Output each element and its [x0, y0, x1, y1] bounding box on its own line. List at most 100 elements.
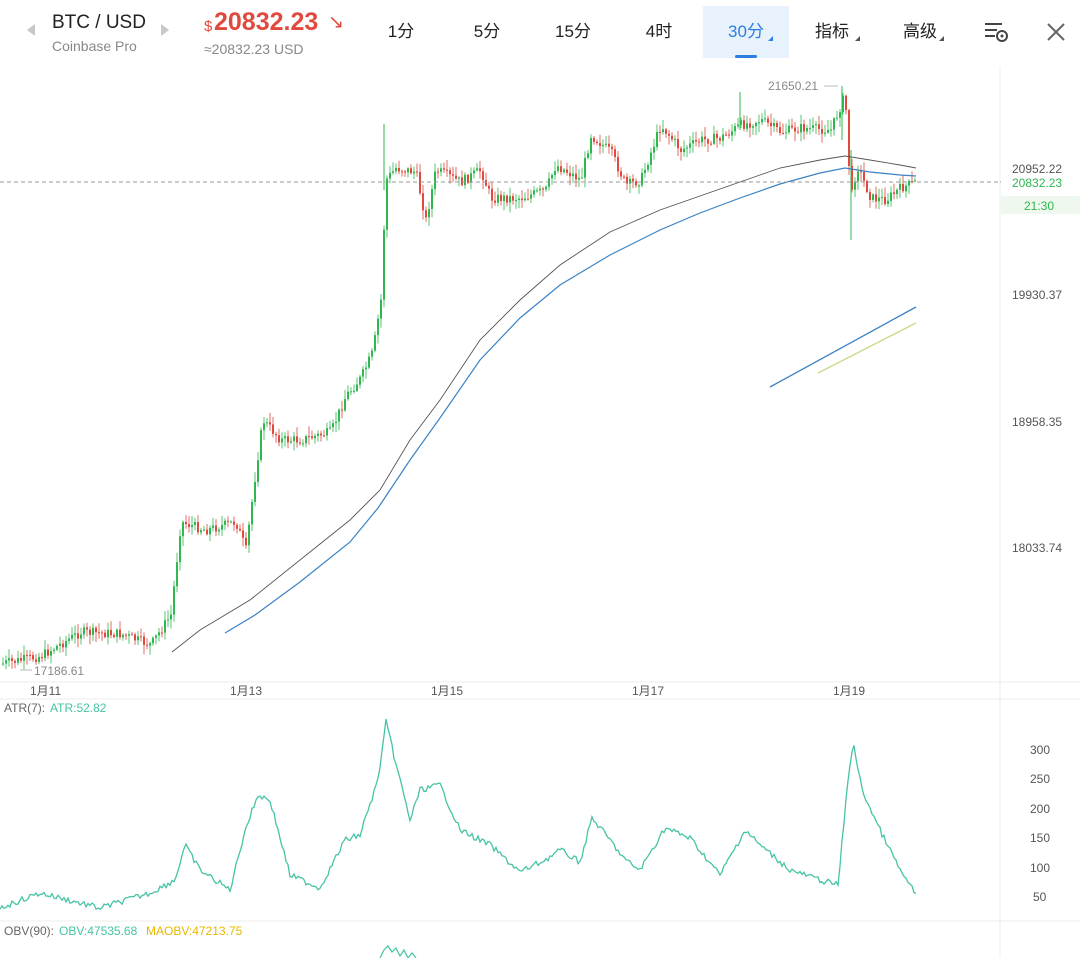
candle-body [524, 198, 526, 201]
tab-30min[interactable]: 30分 [703, 6, 789, 58]
candle-body [509, 196, 511, 203]
candle-body [347, 391, 349, 400]
time-axis-label: 1月17 [632, 684, 664, 698]
price-chart[interactable]: 20952.22 20832.23 21:30 19930.37 18958.3… [0, 66, 1080, 958]
candle-body [632, 178, 634, 182]
candle-body [719, 138, 721, 141]
candle-body [221, 524, 223, 530]
candle-body [533, 190, 535, 195]
candle-body [620, 171, 622, 177]
candle-body [707, 139, 709, 144]
candle-body [287, 436, 289, 443]
atr-value: ATR:52.82 [50, 701, 107, 715]
candle-body [5, 660, 7, 664]
candle-body [854, 181, 856, 190]
candle-body [566, 169, 568, 173]
candle-body [335, 421, 337, 424]
candle-body [497, 194, 499, 203]
candle-body [668, 133, 670, 136]
candle-body [86, 627, 88, 630]
candle-body [470, 173, 472, 183]
candle-body [377, 318, 379, 336]
candle-body [38, 656, 40, 662]
tab-indicators[interactable]: 指标 [800, 6, 864, 58]
candle-body [251, 501, 253, 525]
candle-body [734, 126, 736, 132]
candle-body [155, 635, 157, 638]
candle-body [515, 200, 517, 201]
candle-body [122, 634, 124, 638]
candlestick-series [2, 86, 916, 671]
close-icon[interactable] [1046, 22, 1066, 42]
candle-body [56, 645, 58, 650]
time-axis-label: 1月15 [431, 684, 463, 698]
candle-body [887, 200, 889, 204]
tab-1min[interactable]: 1分 [372, 6, 430, 58]
candle-body [410, 168, 412, 174]
candle-body [53, 649, 55, 651]
price-axis-label: 18033.74 [1012, 541, 1062, 555]
candle-body [755, 123, 757, 127]
previous-pair-icon[interactable] [27, 24, 35, 36]
candle-body [701, 136, 703, 143]
candle-body [458, 177, 460, 179]
candle-body [59, 643, 61, 646]
atr-line [0, 718, 917, 910]
next-pair-icon[interactable] [161, 24, 169, 36]
candle-body [359, 376, 361, 385]
candle-body [305, 436, 307, 444]
candle-body [653, 146, 655, 153]
candle-body [695, 140, 697, 142]
candle-body [503, 195, 505, 201]
candle-body [662, 129, 664, 133]
candle-body [11, 658, 13, 661]
candle-body [848, 110, 850, 166]
pair-title[interactable]: BTC / USD [52, 12, 146, 33]
candle-body [488, 185, 490, 189]
candle-body [884, 197, 886, 205]
tab-15min[interactable]: 15分 [544, 6, 602, 58]
candle-body [836, 117, 838, 119]
candle-body [710, 143, 712, 145]
candle-body [26, 654, 28, 656]
candle-body [260, 430, 262, 461]
candle-body [434, 171, 436, 190]
candle-body [32, 655, 34, 660]
tab-4h[interactable]: 4时 [630, 6, 688, 58]
candle-body [614, 149, 616, 157]
candle-body [83, 627, 85, 635]
candle-body [512, 196, 514, 201]
candle-body [722, 134, 724, 141]
candle-body [467, 174, 469, 183]
candle-body [248, 524, 250, 546]
low-price-marker: 17186.61 [34, 664, 84, 678]
price-axis: 20952.22 20832.23 21:30 19930.37 18958.3… [1001, 162, 1080, 555]
candle-body [140, 636, 142, 638]
candle-body [188, 524, 190, 527]
tab-advanced[interactable]: 高级 [888, 6, 952, 58]
candle-body [665, 129, 667, 134]
candle-body [134, 634, 136, 641]
candle-body [572, 173, 574, 177]
candle-body [599, 143, 601, 147]
candle-body [788, 125, 790, 133]
candle-body [308, 436, 310, 438]
candle-body [8, 658, 10, 661]
candle-body [20, 658, 22, 661]
candle-body [629, 178, 631, 184]
candle-body [281, 438, 283, 443]
candle-body [680, 148, 682, 152]
atr-axis-label: 50 [1033, 890, 1047, 904]
candle-body [269, 422, 271, 425]
candle-body [164, 620, 166, 633]
candle-body [401, 171, 403, 173]
price-axis-label: 19930.37 [1012, 288, 1062, 302]
candle-body [107, 629, 109, 638]
candle-body [914, 180, 916, 182]
candle-body [638, 185, 640, 187]
candle-body [551, 175, 553, 179]
chart-settings-icon[interactable] [984, 20, 1010, 44]
tab-5min[interactable]: 5分 [458, 6, 516, 58]
candle-body [104, 632, 106, 638]
candle-body [821, 129, 823, 134]
